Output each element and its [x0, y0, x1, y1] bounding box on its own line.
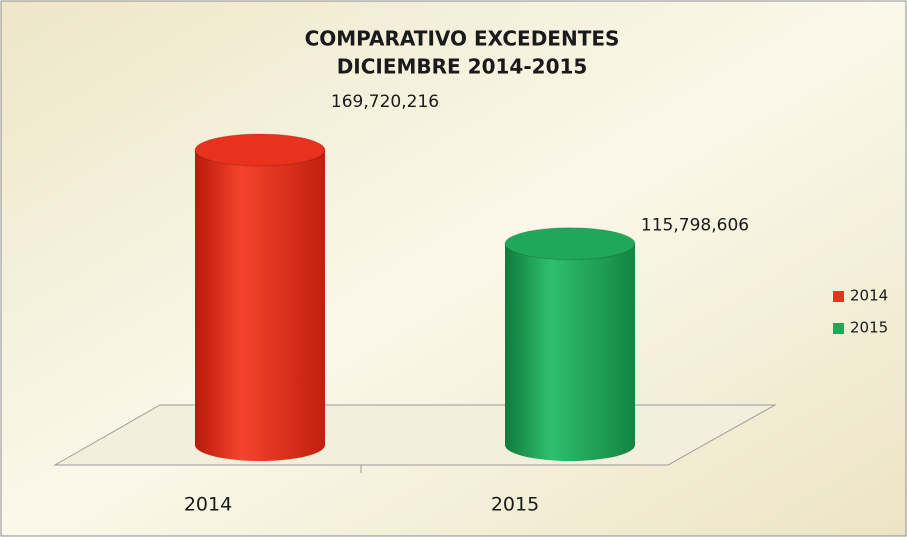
- x-tick-label: 2015: [491, 494, 539, 516]
- chart-subtitle: DICIEMBRE 2014-2015: [337, 55, 588, 79]
- x-tick-label: 2014: [184, 494, 232, 516]
- legend-swatch: [833, 323, 844, 334]
- cylinder-top: [504, 227, 636, 261]
- cylinder: [195, 150, 325, 461]
- legend-label: 2015: [850, 319, 888, 337]
- value-label: 115,798,606: [641, 216, 749, 236]
- cylinder-top: [194, 133, 326, 167]
- chart-title: COMPARATIVO EXCEDENTES: [305, 27, 620, 51]
- legend-swatch: [833, 291, 844, 302]
- value-label: 169,720,216: [331, 92, 439, 112]
- floor: [53, 404, 777, 466]
- cylinder: [505, 243, 635, 461]
- legend-label: 2014: [850, 287, 888, 305]
